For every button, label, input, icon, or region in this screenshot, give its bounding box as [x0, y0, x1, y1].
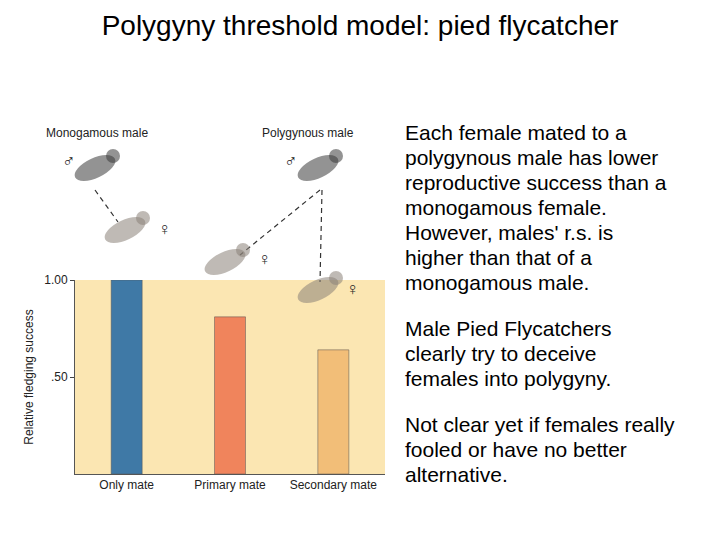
svg-text:Only mate: Only mate	[99, 478, 154, 492]
html-text:Monogamous male: Monogamous male	[46, 126, 149, 140]
html-text:monogamous female.: monogamous female.	[405, 196, 607, 219]
html-text:Male Pied Flycatchers: Male Pied Flycatchers	[405, 317, 612, 340]
svg-text:Secondary mate: Secondary mate	[290, 478, 378, 492]
html-text:reproductive success than a: reproductive success than a	[405, 171, 667, 194]
html-text:alternative.: alternative.	[405, 463, 508, 486]
html-text:Not clear yet if females reall: Not clear yet if females really	[405, 413, 675, 436]
html-text:females into polygyny.: females into polygyny.	[405, 367, 612, 390]
html-text:higher than that of a: higher than that of a	[405, 246, 592, 269]
html-text:monogamous male.: monogamous male.	[405, 271, 590, 294]
html-text:Each female mated to a: Each female mated to a	[405, 121, 627, 144]
html-text:Polygynous male: Polygynous male	[262, 126, 354, 140]
svg-text:Relative fledging success: Relative fledging success	[22, 309, 36, 444]
html-text:Polygyny threshold model: pied: Polygyny threshold model: pied flycatche…	[101, 10, 619, 41]
html-text:However, males' r.s. is: However, males' r.s. is	[405, 221, 614, 244]
html-text:fooled or have no better: fooled or have no better	[405, 438, 627, 461]
html-text:clearly try to deceive: clearly try to deceive	[405, 342, 597, 365]
svg-text:.50: .50	[51, 370, 68, 384]
svg-text:Primary mate: Primary mate	[194, 478, 266, 492]
html-text:polygynous male has lower: polygynous male has lower	[405, 146, 659, 169]
svg-text:1.00: 1.00	[44, 273, 68, 287]
